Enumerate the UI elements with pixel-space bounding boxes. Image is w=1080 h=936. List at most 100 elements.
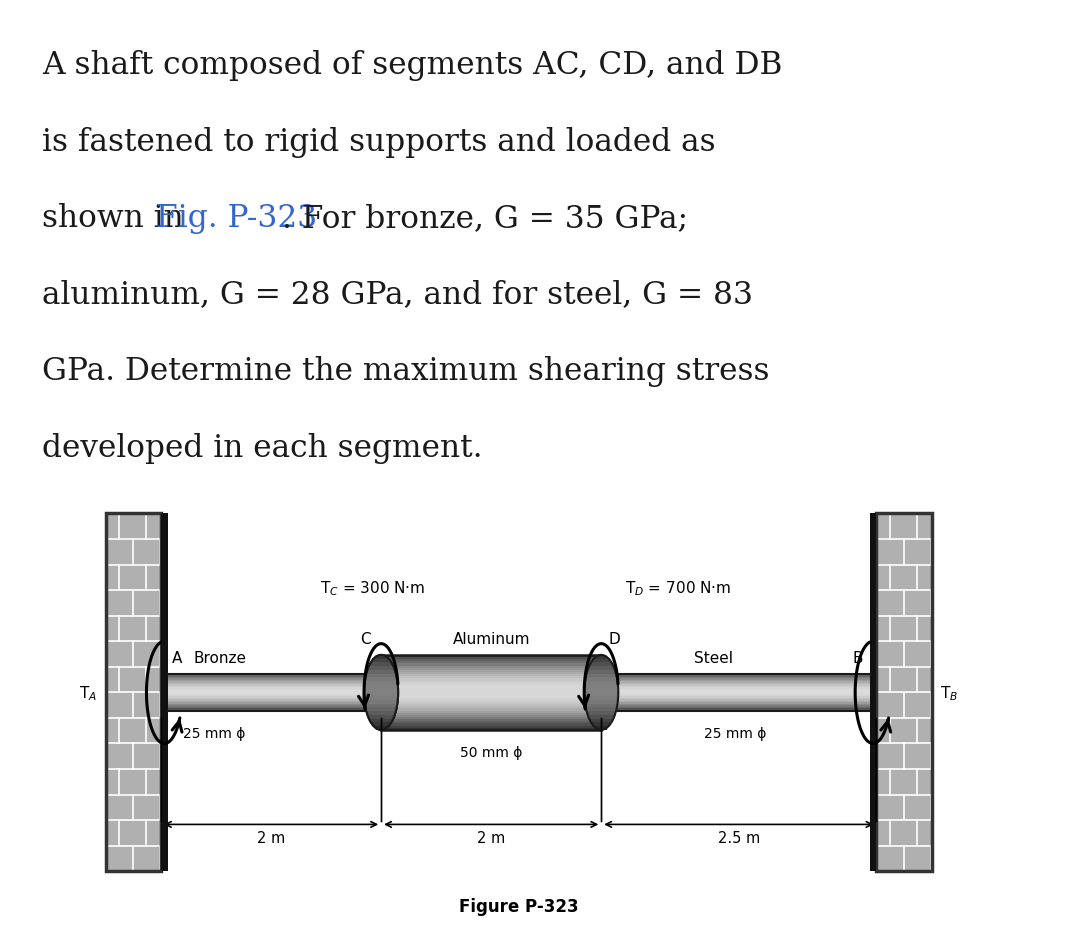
Bar — [381, 710, 602, 713]
Bar — [602, 695, 869, 696]
Bar — [602, 674, 869, 676]
Bar — [381, 727, 602, 730]
Bar — [381, 677, 602, 679]
Text: developed in each segment.: developed in each segment. — [42, 432, 483, 463]
Bar — [365, 704, 397, 708]
Bar — [364, 696, 397, 700]
Bar — [381, 700, 602, 702]
Bar — [589, 715, 615, 719]
Bar — [602, 682, 869, 684]
Bar — [381, 695, 602, 698]
Bar — [602, 675, 869, 677]
Bar — [106, 514, 161, 871]
Bar — [592, 723, 610, 726]
Bar — [167, 709, 381, 711]
Bar — [381, 724, 602, 725]
Bar — [596, 655, 606, 659]
Text: 25 mm ϕ: 25 mm ϕ — [704, 726, 767, 740]
Bar — [167, 699, 381, 701]
Bar — [602, 684, 869, 686]
Bar — [586, 674, 617, 678]
Bar — [167, 679, 381, 680]
Bar — [381, 657, 602, 660]
Bar — [602, 705, 869, 707]
Bar — [381, 704, 602, 707]
Bar — [167, 705, 381, 707]
Bar — [365, 678, 397, 681]
Bar — [373, 659, 390, 663]
Bar — [167, 701, 381, 702]
Bar — [602, 709, 869, 711]
Bar — [376, 655, 387, 659]
Bar — [602, 690, 869, 692]
Bar — [106, 514, 161, 871]
Bar — [381, 685, 602, 687]
Bar — [167, 675, 381, 677]
Bar — [167, 686, 381, 687]
Bar — [584, 689, 618, 693]
Text: B: B — [852, 651, 863, 665]
Bar — [364, 689, 399, 693]
Text: 25 mm ϕ: 25 mm ϕ — [184, 726, 246, 740]
Bar — [381, 697, 602, 700]
Text: 2.5 m: 2.5 m — [718, 829, 760, 844]
Bar — [381, 687, 602, 690]
Bar — [167, 697, 381, 699]
Bar — [590, 663, 612, 666]
Bar — [167, 704, 381, 706]
Bar — [366, 708, 396, 711]
Bar — [602, 681, 869, 683]
Bar — [167, 707, 381, 709]
Bar — [381, 702, 602, 705]
Bar — [877, 514, 932, 871]
Bar — [167, 692, 381, 694]
Bar — [588, 711, 616, 715]
Bar — [364, 685, 397, 689]
Bar — [167, 689, 381, 691]
Bar — [167, 695, 381, 696]
Text: T$_C$ = 300 N·m: T$_C$ = 300 N·m — [320, 578, 426, 597]
Bar — [589, 666, 615, 670]
Bar — [584, 700, 618, 704]
Bar — [381, 712, 602, 715]
Bar — [368, 715, 394, 719]
Bar — [602, 699, 869, 701]
Bar — [381, 665, 602, 668]
Bar — [602, 687, 869, 689]
Text: is fastened to rigid supports and loaded as: is fastened to rigid supports and loaded… — [42, 126, 716, 157]
Text: GPa. Determine the maximum shearing stress: GPa. Determine the maximum shearing stre… — [42, 356, 770, 387]
Bar — [167, 687, 381, 689]
Bar — [381, 667, 602, 670]
Bar — [602, 702, 869, 704]
Bar — [367, 670, 395, 674]
Text: 2 m: 2 m — [477, 829, 505, 844]
Bar — [584, 681, 618, 685]
Bar — [381, 715, 602, 717]
Text: 50 mm ϕ: 50 mm ϕ — [460, 745, 523, 759]
Bar — [167, 674, 381, 676]
Bar — [167, 702, 381, 704]
Bar — [376, 726, 387, 730]
Bar — [366, 674, 396, 678]
Bar — [381, 674, 602, 677]
Text: shown in: shown in — [42, 203, 194, 234]
Bar — [381, 692, 602, 694]
Bar — [590, 719, 612, 723]
Bar — [381, 662, 602, 664]
Bar — [877, 514, 932, 871]
Bar — [370, 663, 392, 666]
Bar — [161, 514, 167, 871]
Text: aluminum, G = 28 GPa, and for steel, G = 83: aluminum, G = 28 GPa, and for steel, G =… — [42, 279, 754, 310]
Bar — [167, 680, 381, 681]
Bar — [381, 717, 602, 720]
Bar — [602, 707, 869, 709]
Bar — [167, 682, 381, 684]
Bar — [381, 672, 602, 675]
Bar — [596, 726, 607, 730]
Text: T$_A$: T$_A$ — [79, 683, 97, 702]
Bar — [381, 682, 602, 685]
Bar — [602, 679, 869, 680]
Bar — [381, 709, 602, 710]
Bar — [381, 680, 602, 683]
Bar — [367, 711, 395, 715]
